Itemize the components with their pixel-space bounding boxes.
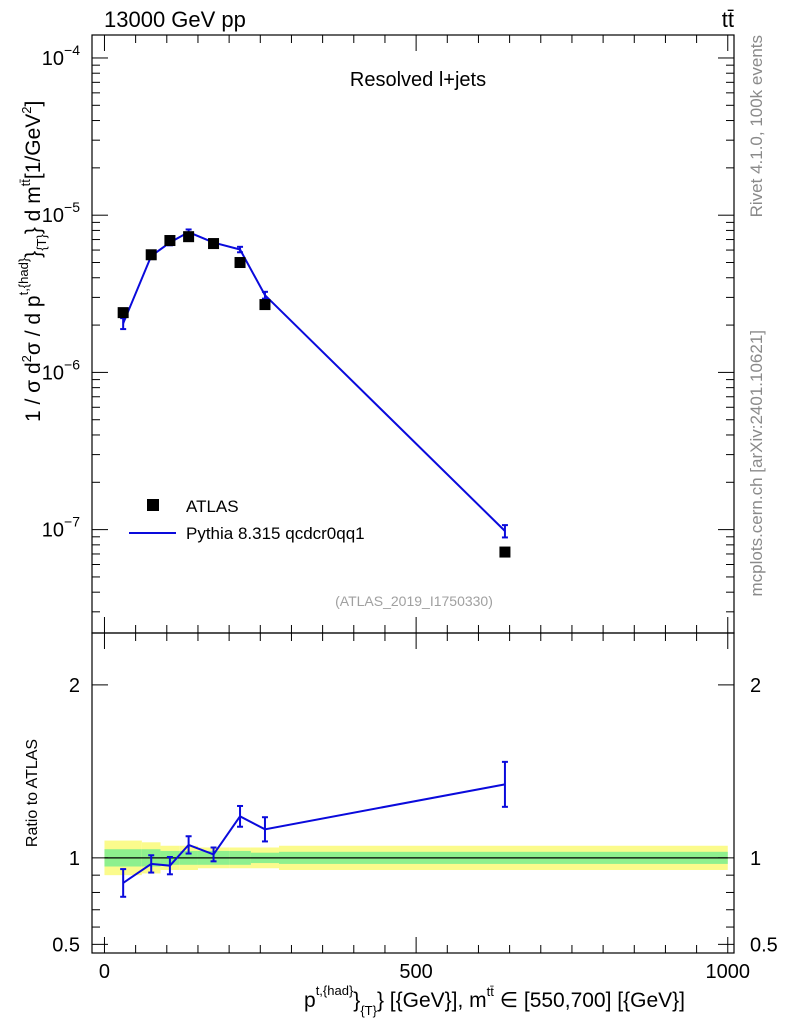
- ratio-y-tick-label-right: 2: [750, 675, 761, 697]
- main-data-marks: [117, 228, 511, 558]
- main-panel: 10−710−610−510−4 Resolved l+jets (ATLAS_…: [16, 34, 735, 634]
- ylabel-brace-close: }: [22, 251, 45, 258]
- ratio-y-tick-label-right: 1: [750, 848, 761, 870]
- ratio-panel: 0.5 0.5 1 1 2 2 0 500 1000 Ratio to ATLAS pt,{ha…: [24, 632, 778, 1018]
- main-y-tick-base: 10: [42, 520, 64, 542]
- x-tick-label: 1000: [706, 961, 751, 983]
- main-y-tick-label: 10−6: [42, 356, 80, 384]
- atlas-data-point: [234, 257, 246, 269]
- xlabel-tail: ∈ [550,700] [{GeV}]: [494, 989, 685, 1012]
- atlas-data-point: [208, 238, 220, 250]
- ylabel-units-sup: 2: [19, 106, 34, 113]
- legend-atlas-marker: [147, 499, 159, 511]
- main-axis-ticks: 10−710−610−510−4: [42, 35, 734, 633]
- ratio-frame: [91, 632, 735, 954]
- main-frame: [91, 34, 735, 634]
- ylabel-units: [1/GeV: [22, 114, 45, 179]
- main-y-tick-exp: −5: [64, 199, 80, 215]
- ratio-data-marks: [120, 760, 508, 898]
- ratio-mc-line: [122, 783, 506, 884]
- main-y-axis-label: 1 / σ d2σ / d pt,{had}}{T}} d mtt̄[1/GeV…: [16, 101, 49, 422]
- atlas-data-point: [164, 235, 176, 247]
- ratio-y-axis-label: Ratio to ATLAS: [24, 739, 41, 847]
- ratio-uncertainty-bands: [104, 840, 728, 876]
- main-y-tick-exp: −7: [64, 514, 80, 530]
- ratio-y-tick-label: 2: [69, 675, 80, 697]
- process-label: tt̄: [722, 7, 734, 32]
- xlabel-sub-t: {T}: [360, 1003, 377, 1018]
- mc-series-line: [122, 231, 506, 532]
- xlabel-after-p: } [{GeV}], m: [377, 989, 487, 1012]
- ratio-y-tick-label-right: 0.5: [750, 934, 778, 956]
- xlabel-sup-tt: tt̄: [487, 984, 495, 999]
- atlas-data-point: [117, 307, 129, 319]
- legend-atlas-label: ATLAS: [186, 497, 239, 516]
- legend: ATLAS Pythia 8.315 qcdcr0qq1: [129, 497, 365, 543]
- analysis-label: (ATLAS_2019_I1750330): [335, 593, 493, 609]
- main-y-tick-base: 10: [42, 48, 64, 70]
- atlas-data-point: [259, 299, 271, 311]
- main-y-tick-label: 10−4: [42, 42, 80, 70]
- ratio-axis-ticks: 0.5 0.5 1 1 2 2 0 500 1000: [52, 633, 778, 983]
- xlabel-sup-t: t,{had}: [316, 983, 354, 998]
- ylabel-sup-t: t,{had}: [16, 257, 31, 295]
- panel-title: Resolved l+jets: [350, 69, 486, 91]
- ylabel-units-end: ]: [22, 101, 45, 107]
- main-y-tick-base: 10: [42, 205, 64, 227]
- atlas-data-point: [183, 231, 195, 243]
- x-tick-label: 0: [99, 961, 110, 983]
- main-y-tick-base: 10: [42, 362, 64, 384]
- main-y-tick-label: 10−5: [42, 199, 80, 227]
- x-axis-label: pt,{had}}{T}} [{GeV}], mtt̄ ∈ [550,700] …: [304, 983, 685, 1018]
- mcplots-label: mcplots.cern.ch [arXiv:2401.10621]: [747, 330, 766, 596]
- energy-label: 13000 GeV pp: [104, 7, 246, 32]
- atlas-data-point: [145, 249, 157, 261]
- legend-mc-label: Pythia 8.315 qcdcr0qq1: [186, 524, 365, 543]
- x-tick-label: 500: [399, 961, 432, 983]
- xlabel-close: }: [353, 989, 360, 1012]
- ylabel-sup-tt: tt̄: [18, 179, 33, 187]
- ylabel-mid: σ / d p: [22, 295, 45, 355]
- ylabel-sup2: 2: [19, 355, 34, 362]
- rivet-label: Rivet 4.1.0, 100k events: [747, 35, 766, 217]
- ylabel-main: 1 / σ d: [22, 362, 45, 422]
- ratio-y-tick-label: 0.5: [52, 934, 80, 956]
- main-y-tick-label: 10−7: [42, 514, 80, 542]
- main-y-tick-exp: −4: [64, 42, 80, 58]
- atlas-data-point: [499, 546, 511, 558]
- ylabel-sub-t: {T}: [34, 234, 49, 251]
- main-y-tick-exp: −6: [64, 356, 80, 372]
- ylabel-after: } d m: [22, 186, 45, 234]
- xlabel-p: p: [304, 989, 316, 1012]
- ratio-y-tick-label: 1: [69, 848, 80, 870]
